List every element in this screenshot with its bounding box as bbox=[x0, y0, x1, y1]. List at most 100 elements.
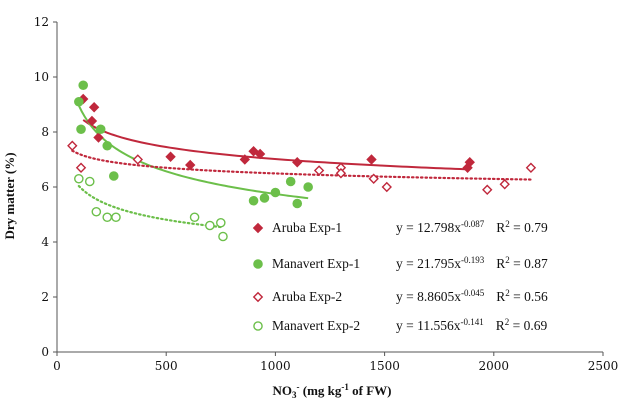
data-point bbox=[259, 193, 270, 203]
r-squared-exponent: 2 bbox=[505, 288, 510, 298]
data-point bbox=[248, 195, 259, 206]
x-tick-label: 1000 bbox=[260, 359, 291, 373]
r-squared-value: = 0.56 bbox=[510, 289, 548, 304]
y-axis-label: Dry matter (%) bbox=[2, 152, 17, 239]
y-tick-label: 2 bbox=[41, 290, 49, 304]
data-point bbox=[86, 115, 98, 127]
y-tick-label: 8 bbox=[41, 125, 49, 139]
data-point bbox=[88, 102, 100, 113]
equation-main: y = 8.8605x bbox=[396, 289, 461, 304]
fit-line bbox=[77, 105, 309, 200]
r-squared-label: R bbox=[496, 256, 505, 271]
r-squared-exponent: 2 bbox=[505, 255, 510, 265]
equation-exponent: -0.087 bbox=[461, 219, 485, 229]
data-point bbox=[102, 140, 113, 151]
data-point bbox=[95, 124, 106, 135]
data-point bbox=[254, 148, 266, 160]
series-points bbox=[74, 80, 313, 209]
data-point bbox=[292, 198, 303, 209]
x-tick-label: 500 bbox=[155, 359, 178, 373]
axes: 0 2 4 6 8 10 12 0 500 1000 1500 2000 2500 bbox=[34, 15, 619, 373]
data-point bbox=[366, 154, 377, 165]
legend-marker bbox=[253, 259, 263, 269]
r-squared-value: = 0.69 bbox=[509, 318, 547, 333]
fit-lines bbox=[71, 105, 533, 229]
r-squared-label: R bbox=[496, 220, 505, 235]
data-point bbox=[239, 154, 251, 165]
data-point bbox=[108, 171, 119, 181]
y-tick-label: 0 bbox=[41, 345, 49, 359]
series-points bbox=[74, 173, 228, 242]
data-point bbox=[381, 181, 392, 193]
data-point bbox=[499, 179, 510, 190]
data-point bbox=[185, 159, 196, 171]
data-point bbox=[78, 80, 89, 91]
data-point bbox=[76, 124, 86, 135]
x-axis-label-sup: - bbox=[297, 382, 300, 392]
data-point bbox=[482, 184, 493, 195]
x-axis-label-rest: (mg kg bbox=[300, 383, 342, 398]
y-tick-label: 12 bbox=[34, 15, 49, 29]
data-point bbox=[74, 96, 84, 107]
data-point bbox=[165, 151, 176, 162]
data-point bbox=[368, 173, 379, 184]
data-points bbox=[67, 80, 537, 242]
data-point bbox=[270, 187, 281, 198]
y-tick-label: 6 bbox=[41, 180, 49, 194]
data-point bbox=[111, 212, 121, 223]
legend-marker bbox=[252, 291, 264, 303]
x-axis-label-sub: 3 bbox=[292, 390, 297, 399]
data-point bbox=[248, 146, 259, 157]
equation-main: y = 11.556x bbox=[396, 318, 461, 333]
legend-marker bbox=[252, 222, 264, 234]
data-point bbox=[464, 157, 475, 168]
series-points bbox=[67, 140, 537, 195]
r-squared-label: R bbox=[496, 289, 505, 304]
r-squared-exponent: 2 bbox=[505, 219, 510, 229]
trend-equation: y = 8.8605x-0.045 R2 = 0.56 bbox=[396, 288, 548, 304]
x-tick-label: 2500 bbox=[588, 359, 619, 373]
data-point bbox=[303, 182, 313, 192]
data-point bbox=[215, 217, 226, 228]
data-point bbox=[102, 212, 113, 223]
data-point bbox=[218, 231, 228, 242]
data-point bbox=[292, 157, 303, 168]
legend-label: Aruba Exp-2 bbox=[272, 289, 342, 304]
data-point bbox=[67, 140, 78, 151]
data-point bbox=[93, 132, 104, 143]
y-tick-label: 10 bbox=[34, 70, 49, 84]
r-squared-label: R bbox=[496, 318, 505, 333]
data-point bbox=[75, 162, 87, 173]
x-tick-label: 0 bbox=[53, 359, 61, 373]
data-point bbox=[74, 173, 84, 184]
x-tick-label: 1500 bbox=[369, 359, 400, 373]
trend-equation: y = 12.798x-0.087 R2 = 0.79 bbox=[396, 219, 548, 235]
data-point bbox=[189, 212, 200, 223]
x-axis-label: NO3- (mg kg-1 of FW) bbox=[273, 382, 392, 399]
x-tick-label: 2000 bbox=[479, 359, 510, 373]
data-point bbox=[285, 176, 296, 187]
series-points bbox=[78, 93, 475, 173]
equation-main: y = 21.795x bbox=[396, 256, 461, 271]
data-point bbox=[313, 165, 325, 176]
trend-equation: y = 21.795x-0.193 R2 = 0.87 bbox=[396, 255, 548, 271]
data-point bbox=[91, 206, 102, 217]
fit-line bbox=[77, 184, 225, 229]
trend-equation: y = 11.556x-0.141 R2 = 0.69 bbox=[396, 317, 548, 333]
r-squared-value: = 0.79 bbox=[510, 220, 548, 235]
legend-label: Manavert Exp-1 bbox=[272, 256, 360, 271]
x-axis-label-sup2: -1 bbox=[341, 382, 349, 392]
legend-label: Manavert Exp-2 bbox=[272, 318, 360, 333]
x-axis-label-base: NO bbox=[273, 383, 293, 398]
legend-label: Aruba Exp-1 bbox=[272, 220, 342, 235]
equation-main: y = 12.798x bbox=[396, 220, 461, 235]
equation-exponent: -0.045 bbox=[461, 288, 485, 298]
legend: Aruba Exp-1 y = 12.798x-0.087 R2 = 0.79Man… bbox=[252, 219, 548, 333]
legend-marker bbox=[253, 321, 263, 331]
equation-exponent: -0.193 bbox=[461, 255, 485, 265]
y-tick-label: 4 bbox=[41, 235, 49, 249]
data-point bbox=[84, 176, 95, 187]
data-point bbox=[335, 168, 347, 179]
fit-line bbox=[71, 149, 533, 181]
